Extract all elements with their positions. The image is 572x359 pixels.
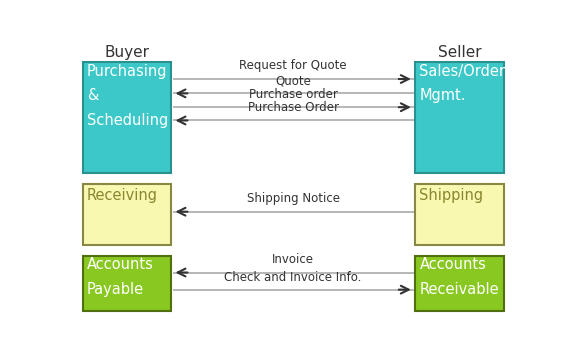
Text: Buyer: Buyer (105, 45, 149, 60)
Text: Seller: Seller (438, 45, 481, 60)
Text: Purchase order: Purchase order (249, 88, 337, 101)
Text: Invoice: Invoice (272, 253, 314, 266)
Text: Shipping Notice: Shipping Notice (247, 192, 340, 205)
Text: Accounts
Receivable: Accounts Receivable (419, 257, 499, 297)
Text: Sales/Order
Mgmt.: Sales/Order Mgmt. (419, 64, 506, 103)
Text: Purchase Order: Purchase Order (248, 101, 339, 113)
Text: Receiving: Receiving (87, 188, 158, 203)
Text: Quote: Quote (275, 74, 311, 87)
FancyBboxPatch shape (415, 256, 504, 311)
Text: Request for Quote: Request for Quote (239, 59, 347, 72)
Text: Shipping: Shipping (419, 188, 483, 203)
FancyBboxPatch shape (82, 256, 171, 311)
Text: Purchasing
&
Scheduling: Purchasing & Scheduling (87, 64, 168, 128)
FancyBboxPatch shape (82, 184, 171, 245)
FancyBboxPatch shape (82, 62, 171, 173)
FancyBboxPatch shape (415, 184, 504, 245)
Text: Accounts
Payable: Accounts Payable (87, 257, 154, 297)
Text: Check and Invoice Info.: Check and Invoice Info. (224, 271, 362, 284)
FancyBboxPatch shape (415, 62, 504, 173)
